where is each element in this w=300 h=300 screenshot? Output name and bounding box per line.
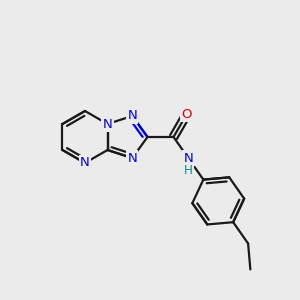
Text: N: N (184, 152, 193, 165)
Text: H: H (184, 164, 193, 177)
Text: N: N (128, 152, 137, 164)
Text: N: N (128, 110, 137, 122)
Text: O: O (181, 108, 192, 121)
Text: N: N (80, 157, 90, 169)
Text: N: N (103, 118, 112, 130)
